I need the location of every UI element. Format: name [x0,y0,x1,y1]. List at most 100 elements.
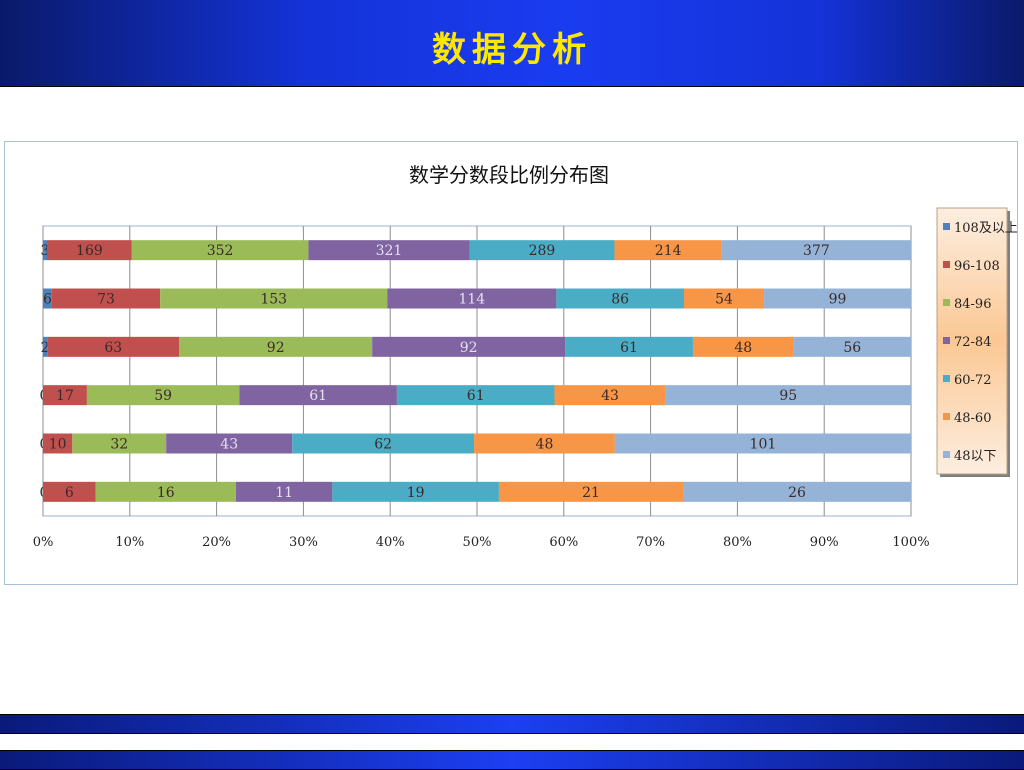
bar-segment [396,385,555,406]
data-label: 32 [110,437,128,453]
plot-area: 0% 10% 20% 30% 40% 50% 60% 70% 80% 90% 100% 3 169 352… [33,225,930,550]
bar-segment [47,240,132,261]
data-label: 214 [655,243,682,259]
data-label: 92 [460,340,478,356]
bar-segment [166,433,293,454]
bar-segment [372,336,566,357]
legend-swatch [943,299,950,306]
bar-segment [160,288,388,309]
chart-title: 数学分数段比例分布图 [409,163,609,187]
data-label: 61 [309,388,327,404]
legend-entry: 48以下 [954,449,997,464]
x-tick-label: 80% [723,535,752,550]
bar-segment [43,288,52,309]
data-label: 56 [843,340,861,356]
x-tick-label: 50% [463,535,492,550]
bar-segment [469,240,615,261]
bar-segment [793,336,911,357]
bar-segment [235,481,333,502]
data-label: 48 [536,437,554,453]
x-tick-label: 90% [810,535,839,550]
bar-segment [131,240,309,261]
data-label: 61 [467,388,485,404]
data-label: 62 [374,437,392,453]
data-label: 61 [620,340,638,356]
legend-swatch [943,375,950,382]
data-label: 377 [803,243,830,259]
data-label: 17 [56,388,74,404]
data-label: 16 [157,485,175,501]
bar-segment [498,481,684,502]
bar-segment [47,336,180,357]
chart-frame: 数学分数段比例分布图 0% 10% 20% 30% 40% 50% 60% 70% 80% 90%… [4,141,1018,585]
bar-segment [308,240,470,261]
bar-segment [86,385,240,406]
data-label: 169 [76,243,103,259]
data-label: 289 [529,243,556,259]
bar-segment [556,288,684,309]
legend-entry: 96-108 [954,259,1000,274]
legend-entry: 48-60 [954,411,991,426]
data-label: 19 [407,485,425,501]
x-tick-label: 70% [636,535,665,550]
bar-segment [43,385,87,406]
data-label: 2 [41,340,50,356]
legend-entry: 60-72 [954,373,991,388]
stacked-bar-chart: 数学分数段比例分布图 0% 10% 20% 30% 40% 50% 60% 70% 80% 90%… [33,163,1018,550]
footer-bar-bottom [0,750,1024,770]
bar-segment [683,288,765,309]
x-tick-label: 20% [202,535,231,550]
data-label: 54 [715,292,733,308]
bar-segment [72,433,167,454]
bar-segment [474,433,615,454]
page-title: 数据分析 [432,30,592,70]
bar-segment [565,336,693,357]
legend-swatch [943,451,950,458]
data-label: 321 [376,243,403,259]
bar-segment [292,433,475,454]
x-tick-label: 30% [289,535,318,550]
data-label: 26 [788,485,806,501]
header-banner: 数据分析 [0,0,1024,87]
bar-segment [43,240,48,261]
data-label: 63 [104,340,122,356]
bar-segment [43,433,73,454]
bar-segment [43,481,96,502]
bar-segment [239,385,397,406]
legend-swatch [943,261,950,268]
bar-segment [51,288,161,309]
x-tick-label: 10% [115,535,144,550]
x-tick-label: 60% [549,535,578,550]
data-label: 92 [267,340,285,356]
data-label: 48 [734,340,752,356]
bar-segment [665,385,911,406]
bar-segment [387,288,557,309]
legend-entry: 108及以上 [954,221,1017,236]
data-label: 3 [41,243,50,259]
data-label: 73 [97,292,115,308]
data-label: 86 [611,292,629,308]
data-label: 101 [750,437,777,453]
legend-swatch [943,337,950,344]
bar-segment [721,240,911,261]
legend-swatch [943,413,950,420]
data-label: 352 [207,243,234,259]
data-label: 6 [65,485,74,501]
footer-bar-top [0,714,1024,734]
data-label: 6 [43,292,52,308]
bar-segment [179,336,373,357]
legend-entry: 72-84 [954,335,991,350]
data-label: 95 [779,388,797,404]
bar-segment [683,481,911,502]
data-label: 59 [154,388,172,404]
data-label: 11 [275,485,293,501]
x-tick-label: 0% [33,535,54,550]
bar-segment [692,336,794,357]
bar-segment [95,481,236,502]
bar-segment [614,433,911,454]
legend-entry: 84-96 [954,297,991,312]
legend: 108及以上 96-108 84-96 72-84 60-72 48-60 48以下 [936,207,1018,477]
data-label: 99 [829,292,847,308]
bar-segment [614,240,722,261]
bar-segment [554,385,666,406]
